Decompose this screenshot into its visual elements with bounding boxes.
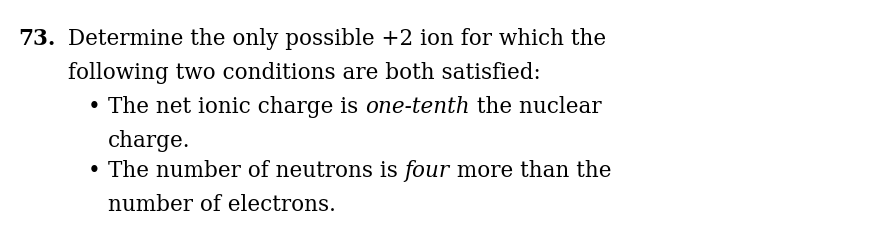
Text: The net ionic charge is: The net ionic charge is	[108, 96, 365, 118]
Text: number of electrons.: number of electrons.	[108, 194, 336, 216]
Text: four: four	[405, 160, 450, 182]
Text: charge.: charge.	[108, 130, 190, 152]
Text: following two conditions are both satisfied:: following two conditions are both satisf…	[68, 62, 540, 84]
Text: one-tenth: one-tenth	[365, 96, 470, 118]
Text: Determine the only possible +2 ion for which the: Determine the only possible +2 ion for w…	[68, 28, 606, 50]
Text: more than the: more than the	[450, 160, 612, 182]
Text: 73.: 73.	[18, 28, 55, 50]
Text: •: •	[88, 96, 100, 118]
Text: •: •	[88, 160, 100, 182]
Text: the nuclear: the nuclear	[470, 96, 601, 118]
Text: The number of neutrons is: The number of neutrons is	[108, 160, 405, 182]
